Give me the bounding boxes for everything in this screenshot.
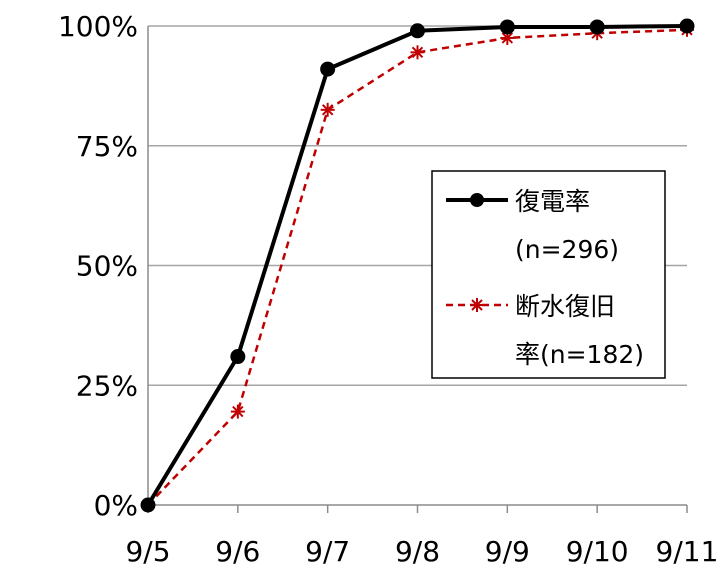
series-1-point-5 <box>589 19 605 35</box>
series-2-point-2 <box>320 102 335 117</box>
series-2-point-3 <box>410 45 425 60</box>
x-tick-label-0: 9/5 <box>125 535 170 568</box>
series-1-point-2 <box>320 61 336 77</box>
x-tick-label-4: 9/9 <box>485 535 530 568</box>
legend-label-series-2-line-2: 率(n=182) <box>515 340 644 369</box>
y-tick-labels: 0% 25% 50% 75% 100% <box>58 10 138 522</box>
x-tick-label-1: 9/6 <box>215 535 260 568</box>
axes <box>147 26 688 513</box>
legend-marker-series-1 <box>470 193 484 207</box>
y-tick-label-0: 0% <box>94 489 138 522</box>
series-1-point-4 <box>499 19 515 35</box>
x-tick-label-2: 9/7 <box>305 535 350 568</box>
legend-label-series-1-line-2: (n=296) <box>515 235 619 264</box>
y-tick-label-1: 25% <box>76 369 138 402</box>
y-tick-label-2: 50% <box>76 250 138 283</box>
x-tick-label-6: 9/11 <box>656 535 719 568</box>
y-tick-label-3: 75% <box>76 130 138 163</box>
legend-label-series-1-line-1: 復電率 <box>515 187 590 216</box>
x-tick-label-5: 9/10 <box>566 535 629 568</box>
series-1-point-1 <box>230 349 246 365</box>
series-1-point-0 <box>140 497 156 513</box>
legend-box <box>431 170 666 379</box>
legend-label-series-2-line-1: 断水復旧 <box>515 292 615 321</box>
y-tick-label-4: 100% <box>58 10 138 43</box>
legend-marker-series-2 <box>470 298 484 312</box>
series-2-point-1 <box>230 404 245 419</box>
legend: 復電率 (n=296) 断水復旧 率(n=182) <box>431 170 666 379</box>
x-tick-labels: 9/5 9/6 9/7 9/8 9/9 9/10 9/11 <box>125 535 718 568</box>
series-1-point-6 <box>679 18 695 34</box>
series-lines <box>140 18 695 513</box>
series-1-point-3 <box>410 23 425 39</box>
x-tick-label-3: 9/8 <box>395 535 440 568</box>
